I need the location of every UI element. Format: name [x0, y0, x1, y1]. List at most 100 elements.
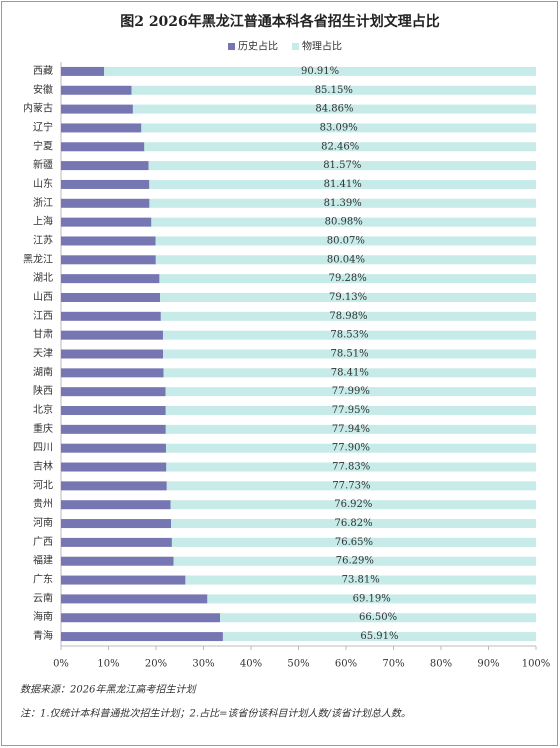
bar-segment: [166, 481, 536, 491]
y-tick-label: 辽宁: [33, 120, 53, 133]
y-tick-label: 广西: [33, 536, 53, 548]
y-tick-label: 浙江: [33, 197, 53, 209]
y-tick-label: 湖北: [33, 272, 53, 284]
data-label: 82.46%: [321, 141, 359, 152]
bar-segment: [61, 481, 167, 491]
y-tick-label: 广东: [33, 573, 53, 586]
y-tick-label: 天津: [33, 348, 53, 360]
bar-segment: [160, 292, 536, 302]
bar-segment: [61, 179, 150, 189]
bar-segment: [131, 85, 536, 95]
bar-segment: [149, 179, 537, 189]
data-label: 84.86%: [315, 104, 353, 115]
data-label: 90.91%: [301, 66, 339, 77]
y-tick-label: 西藏: [33, 65, 53, 77]
data-label: 78.51%: [330, 349, 368, 360]
bar-segment: [165, 387, 537, 397]
bar-segment: [61, 66, 105, 76]
data-label: 81.41%: [324, 179, 362, 190]
bar-segment: [144, 142, 536, 152]
legend-swatch: [292, 43, 299, 50]
bar-segment: [61, 255, 156, 265]
bar-segment: [61, 519, 172, 529]
bar-segment: [61, 613, 221, 623]
bar-segment: [61, 387, 166, 397]
legend-swatch: [228, 43, 235, 50]
y-tick-label: 上海: [33, 215, 53, 228]
y-tick-label: 黑龙江: [23, 252, 53, 265]
y-tick-label: 山东: [33, 177, 53, 190]
bar-segment: [61, 142, 145, 152]
data-label: 81.57%: [323, 160, 361, 171]
y-tick-label: 新疆: [33, 158, 53, 171]
data-label: 78.98%: [329, 311, 367, 322]
y-tick-label: 青海: [33, 629, 53, 642]
data-label: 79.13%: [329, 292, 367, 303]
data-label: 76.92%: [334, 499, 372, 510]
bar-segment: [151, 217, 536, 227]
legend-label: 历史占比: [238, 40, 278, 53]
bar-segment: [61, 274, 160, 284]
bar-segment: [166, 462, 536, 472]
bar-segment: [173, 556, 536, 566]
bar-segment: [61, 424, 166, 434]
y-tick-label: 陕西: [33, 384, 53, 397]
bar-segment: [132, 104, 537, 114]
y-tick-label: 吉林: [33, 460, 53, 473]
footnote: 注：1.仅统计本科普通批次招生计划；2.占比=该省份该科目计划人数/该省计划总人…: [20, 708, 411, 720]
bar-segment: [171, 519, 537, 529]
bar-segment: [61, 198, 150, 208]
y-tick-label: 江西: [33, 310, 53, 322]
bar-segment: [148, 161, 537, 171]
bar-segment: [61, 556, 174, 566]
x-tick-label: 20%: [145, 659, 167, 670]
x-tick-label: 80%: [430, 659, 452, 670]
data-label: 76.29%: [336, 556, 374, 567]
data-label: 77.83%: [332, 462, 370, 473]
data-label: 77.73%: [332, 480, 370, 491]
bar-segment: [160, 311, 536, 321]
data-label: 76.82%: [334, 518, 372, 529]
data-label: 80.98%: [325, 217, 363, 228]
bar-segment: [149, 198, 536, 208]
x-tick-label: 90%: [477, 659, 499, 670]
bar-segment: [155, 236, 537, 246]
data-label: 80.04%: [327, 254, 365, 265]
y-tick-label: 福建: [33, 554, 53, 567]
y-tick-label: 四川: [33, 443, 53, 454]
x-tick-label: 0%: [53, 659, 69, 670]
y-tick-label: 山西: [33, 291, 53, 303]
y-tick-label: 河北: [33, 479, 53, 491]
bar-segment: [159, 274, 537, 284]
y-tick-label: 海南: [33, 610, 53, 623]
bar-segment: [61, 594, 208, 604]
data-label: 77.95%: [332, 405, 370, 416]
y-tick-label: 贵州: [33, 497, 53, 510]
y-tick-label: 重庆: [33, 422, 53, 435]
bar-segment: [61, 292, 161, 302]
bar-segment: [61, 368, 164, 378]
y-tick-label: 内蒙古: [23, 102, 53, 115]
data-label: 76.65%: [335, 537, 373, 548]
bar-segment: [163, 368, 537, 378]
legend-label: 物理占比: [302, 40, 342, 53]
y-tick-label: 江苏: [33, 233, 53, 246]
data-label: 78.41%: [331, 367, 369, 378]
bar-segment: [171, 537, 536, 547]
chart-title: 图2 2026年黑龙江普通本科各省招生计划文理占比: [120, 13, 440, 30]
bar-segment: [141, 123, 536, 133]
bar-segment: [222, 632, 537, 642]
y-tick-label: 宁夏: [33, 139, 53, 152]
data-label: 77.90%: [332, 443, 370, 454]
data-label: 85.15%: [315, 85, 353, 96]
data-label: 79.28%: [329, 273, 367, 284]
bar-segment: [207, 594, 536, 604]
bar-segment: [165, 406, 537, 416]
bar-segment: [61, 104, 133, 114]
bar-segment: [155, 255, 536, 265]
bar-segment: [61, 349, 164, 359]
bar-segment: [61, 443, 166, 453]
data-label: 80.07%: [327, 235, 365, 246]
x-tick-label: 50%: [287, 659, 309, 670]
